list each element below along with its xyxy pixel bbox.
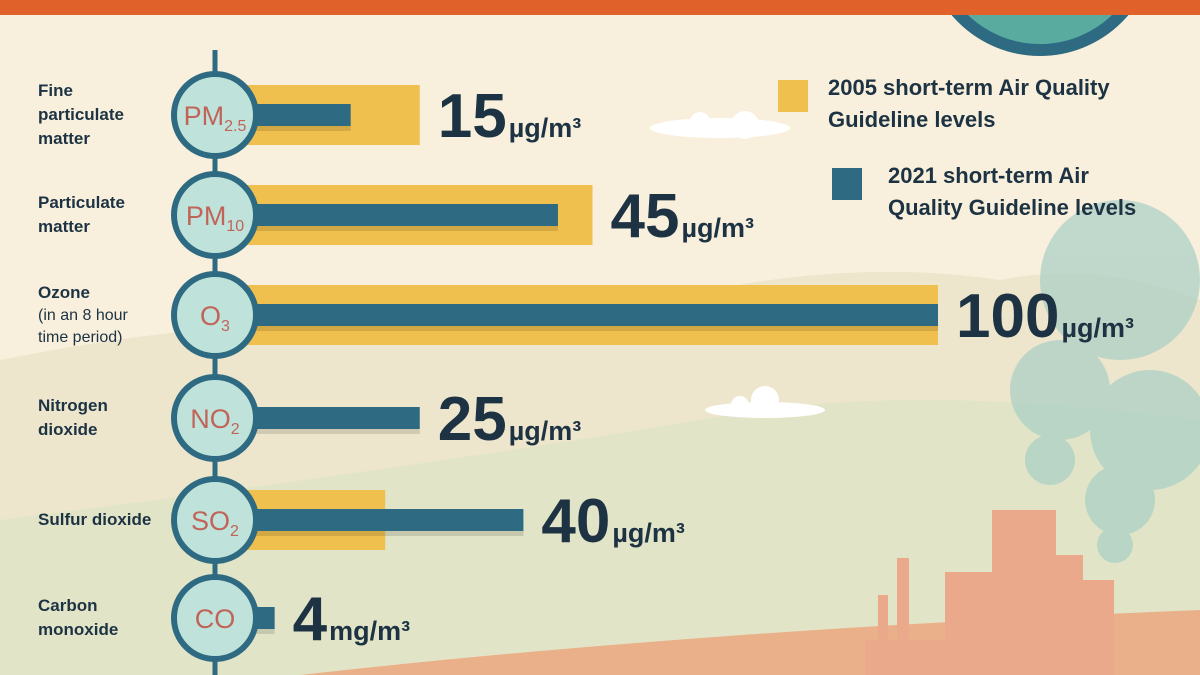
value-label: 45	[611, 182, 680, 251]
value-unit: µg/m³	[612, 518, 685, 548]
symbol-text: O	[200, 301, 221, 331]
category-name: Ozone	[38, 283, 90, 302]
category-label: Ozone (in an 8 hour time period)	[38, 281, 156, 349]
symbol: NO2	[190, 404, 240, 438]
bar	[247, 407, 420, 429]
category-name: Sulfur dioxide	[38, 510, 152, 529]
bar	[247, 204, 558, 226]
legend-label: 2005 short-term Air Quality Guideline le…	[828, 75, 1110, 132]
value-unit: µg/m³	[1061, 313, 1134, 343]
symbol-text: SO	[191, 506, 230, 536]
category-name: Particulate matter	[38, 193, 125, 236]
legend-label: 2021 short-term Air Quality Guideline le…	[888, 163, 1137, 220]
value-label: 100	[956, 282, 1059, 351]
symbol-sub: 2	[231, 421, 240, 438]
icon-circle	[171, 476, 259, 564]
value-unit: µg/m³	[509, 416, 582, 446]
category-name: Fine particulate matter	[38, 81, 124, 148]
category-label: Sulfur dioxide	[38, 508, 156, 532]
symbol: PM10	[186, 201, 244, 235]
icon-circle	[171, 574, 259, 662]
category-label: Fine particulate matter	[38, 79, 156, 151]
symbol-sub: 2.5	[224, 118, 246, 135]
symbol-text: PM	[184, 101, 225, 131]
icon-circle	[171, 71, 259, 159]
symbol: O3	[200, 301, 230, 335]
symbol-sub: 2	[230, 523, 239, 540]
symbol-sub: 10	[226, 218, 244, 235]
category-name: Nitrogen dioxide	[38, 396, 108, 439]
bar	[247, 509, 524, 531]
symbol-text: NO	[190, 404, 231, 434]
category-name: Carbon monoxide	[38, 596, 119, 639]
icon-circle	[171, 171, 259, 259]
legend-swatch	[832, 168, 862, 200]
symbol: SO2	[191, 506, 239, 540]
category-label: Carbon monoxide	[38, 594, 156, 642]
bar	[247, 304, 938, 326]
bar	[247, 104, 351, 126]
symbol: PM2.5	[184, 101, 247, 135]
icon-circle	[171, 374, 259, 462]
category-label: Nitrogen dioxide	[38, 394, 156, 442]
category-note: (in an 8 hour time period)	[38, 307, 128, 346]
value-label: 40	[541, 487, 610, 556]
legend-swatch	[778, 80, 808, 112]
symbol: CO	[195, 604, 236, 634]
value-unit: µg/m³	[681, 213, 754, 243]
icon-circle	[171, 271, 259, 359]
value-label: 25	[438, 385, 507, 454]
symbol-text: PM	[186, 201, 227, 231]
value-label: 15	[438, 82, 507, 151]
value-unit: µg/m³	[509, 113, 582, 143]
category-label: Particulate matter	[38, 191, 156, 239]
symbol-text: CO	[195, 604, 236, 634]
value-label: 4	[293, 585, 328, 654]
value-unit: mg/m³	[329, 616, 410, 646]
symbol-sub: 3	[221, 318, 230, 335]
